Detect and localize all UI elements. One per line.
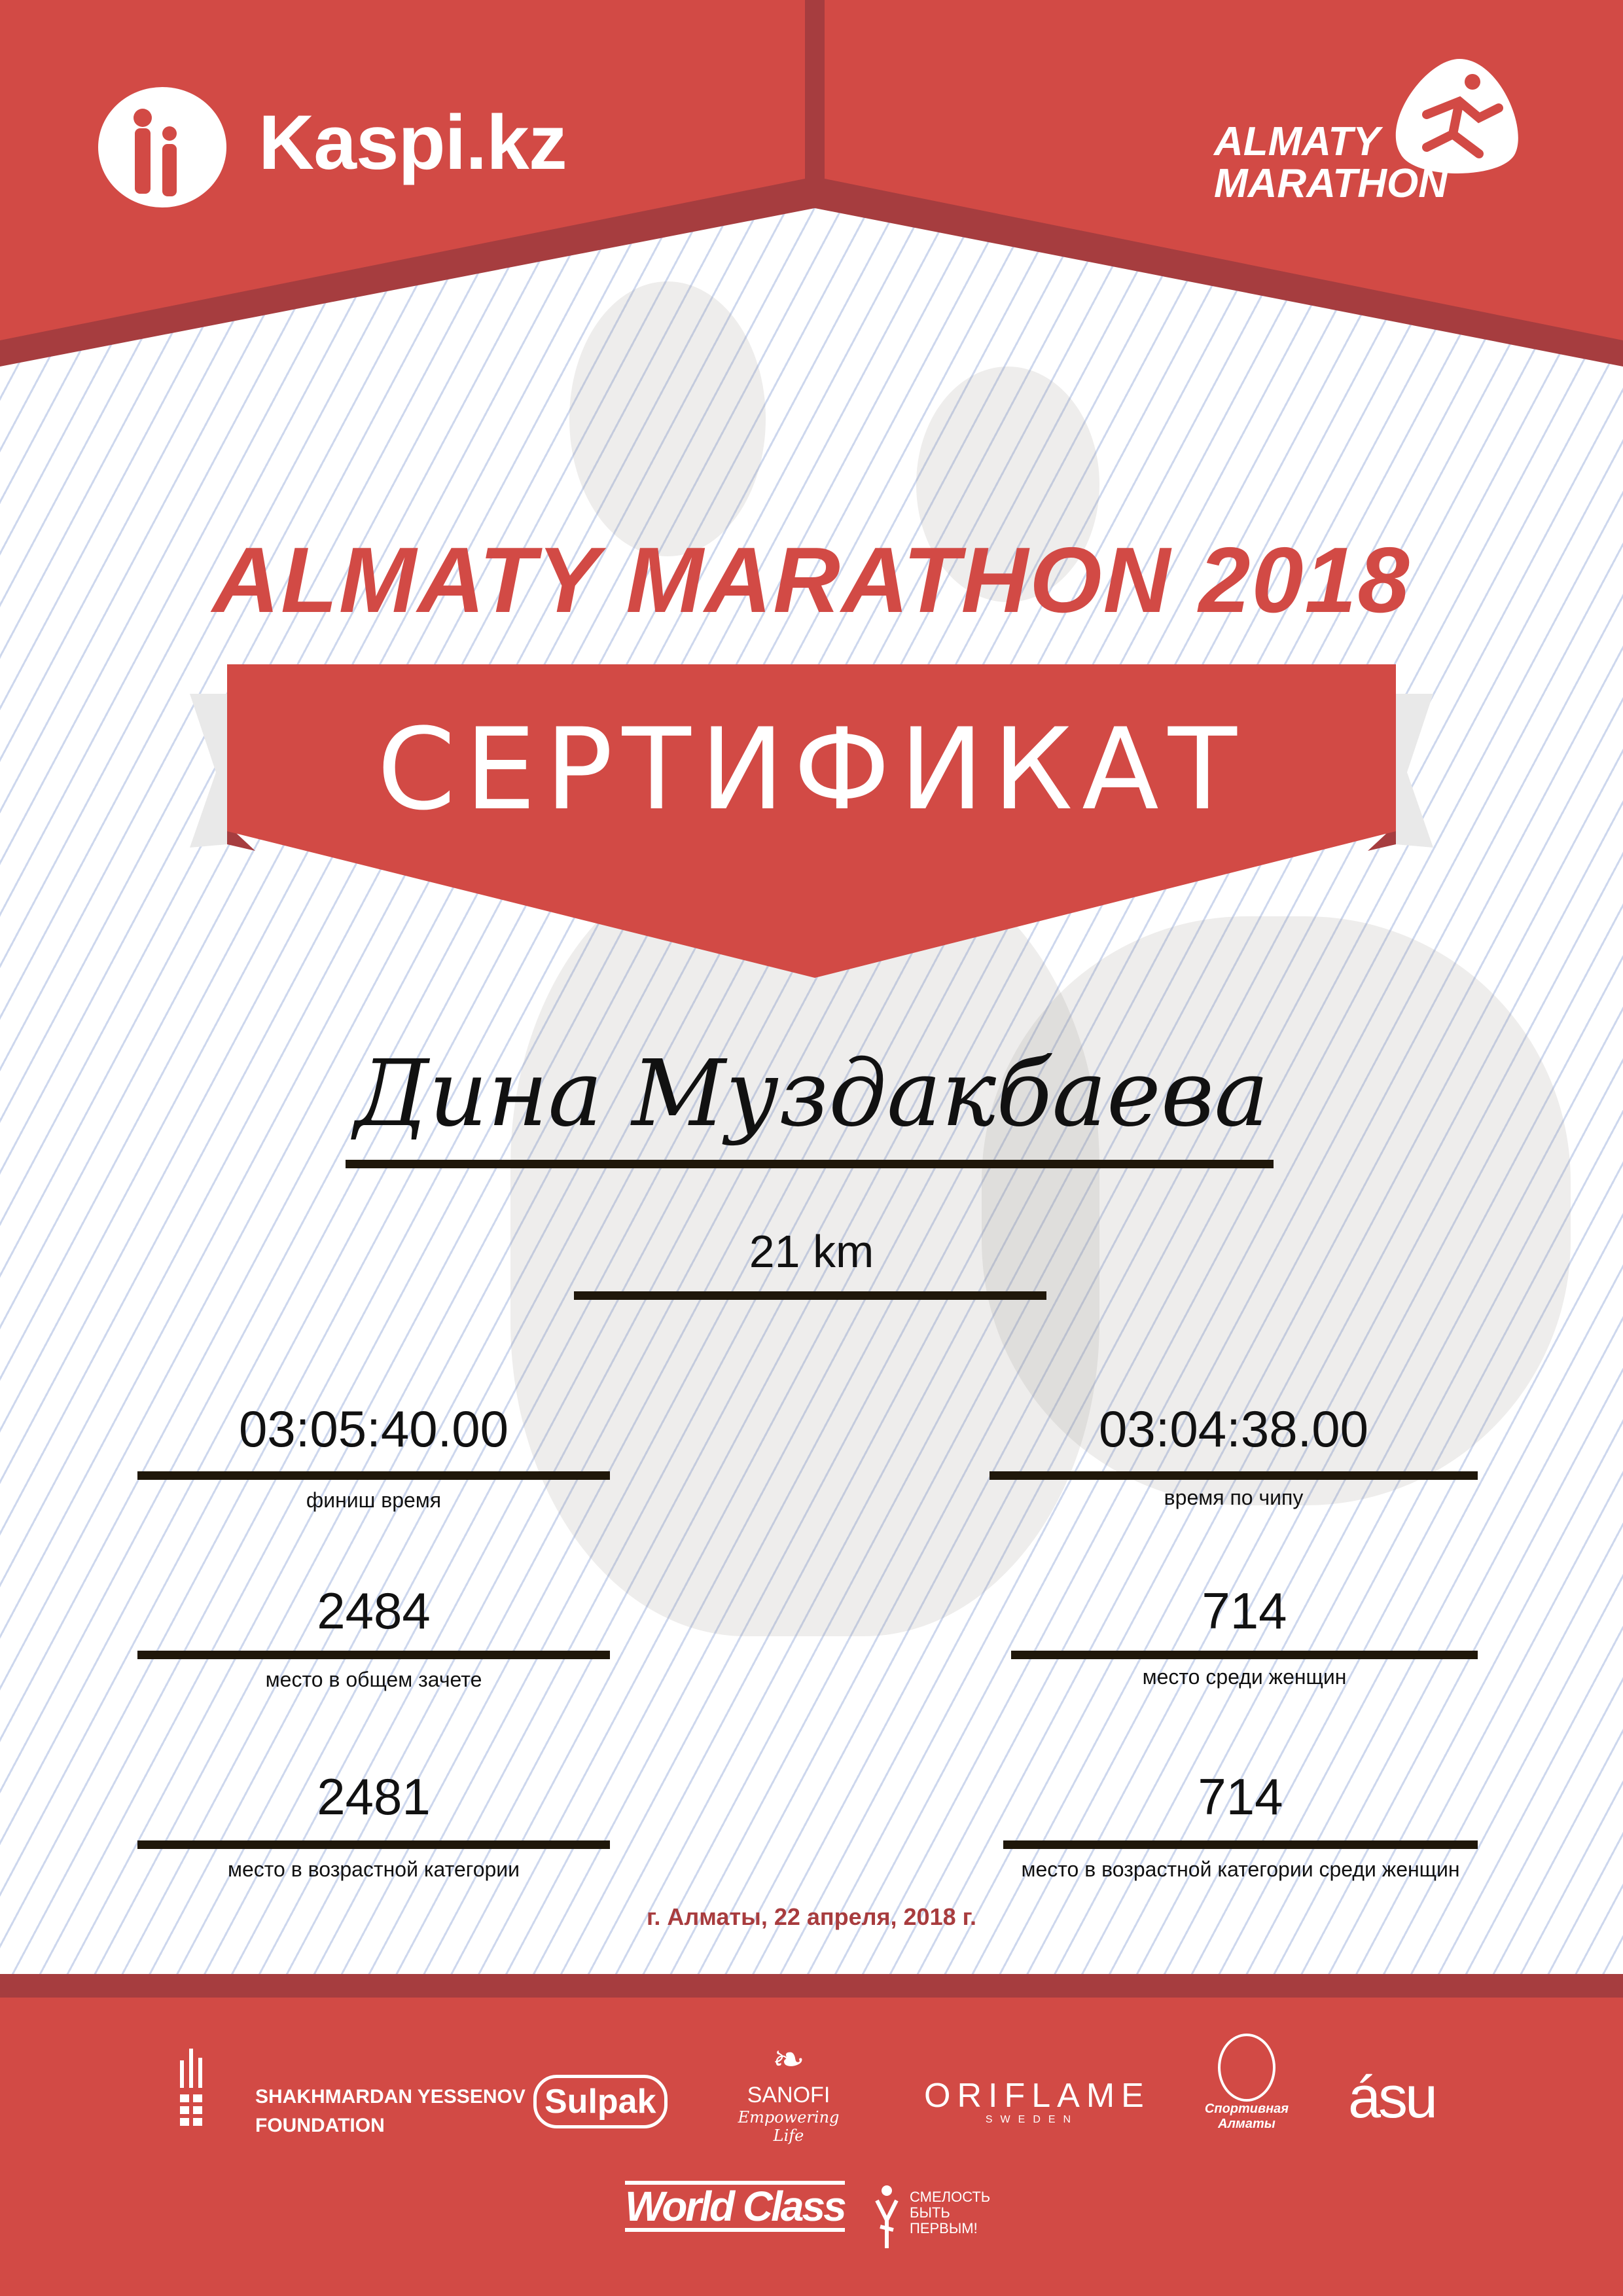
yessenov-foundation: FOUNDATION bbox=[255, 2115, 385, 2136]
age-category-place-value: 2481 bbox=[317, 1768, 431, 1825]
charity-runner-icon bbox=[875, 2185, 899, 2248]
result-underline bbox=[1003, 1840, 1478, 1849]
result-underline bbox=[1011, 1651, 1478, 1659]
finish-time-label: финиш время bbox=[306, 1488, 442, 1512]
almaty-marathon-logo: ALMATY MARATHON bbox=[1214, 121, 1448, 205]
sponsors-footer: SHAKHMARDAN YESSENOV FOUNDATION Sulpak ❧… bbox=[0, 1998, 1623, 2296]
sanofi-bird-icon: ❧ bbox=[772, 2037, 806, 2081]
chip-time-value: 03:04:38.00 bbox=[1098, 1400, 1369, 1458]
distance: 21 km bbox=[749, 1226, 874, 1277]
event-title: ALMATY MARATHON 2018 bbox=[212, 528, 1411, 632]
background-runner-image bbox=[916, 367, 1099, 602]
background-runner-image bbox=[982, 916, 1571, 1505]
fund-line-3: ПЕРВЫМ! bbox=[910, 2220, 978, 2236]
asu-logo: ásu bbox=[1348, 2065, 1438, 2130]
sport-almaty-name: Спортивная Алматы bbox=[1204, 2102, 1289, 2131]
fund-line-2: БЫТЬ bbox=[910, 2204, 950, 2221]
oriflame-sub: SWEDEN bbox=[985, 2114, 1079, 2125]
result-underline bbox=[137, 1651, 610, 1659]
sanofi-logo: ❧ SANOFI Empowering Life bbox=[726, 2037, 851, 2145]
result-underline bbox=[990, 1471, 1478, 1480]
sport-almaty-logo: Спортивная Алматы bbox=[1198, 2034, 1296, 2132]
sanofi-tagline: Empowering Life bbox=[738, 2108, 840, 2145]
yessenov-bars-icon bbox=[180, 2049, 202, 2126]
chip-time-label: время по чипу bbox=[1164, 1486, 1304, 1509]
logo-line-2: MARATHON bbox=[1214, 161, 1448, 206]
sanofi-name: SANOFI bbox=[747, 2083, 830, 2108]
oriflame-name: ORIFLAME bbox=[924, 2077, 1150, 2115]
logo-line-1: ALMATY bbox=[1214, 119, 1380, 164]
fund-line-1: СМЕЛОСТЬ bbox=[910, 2189, 991, 2205]
sulpak-logo: Sulpak bbox=[533, 2075, 668, 2128]
overall-place-value: 2484 bbox=[317, 1582, 431, 1640]
finish-time-value: 03:05:40.00 bbox=[238, 1400, 509, 1458]
yessenov-name: SHAKHMARDAN YESSENOV bbox=[255, 2086, 526, 2108]
almaty-marathon-logo-icon bbox=[1395, 59, 1518, 173]
certificate-heading: СЕРТИФИКАТ bbox=[377, 704, 1246, 835]
age-category-place-label: место в возрастной категории bbox=[227, 1857, 520, 1881]
sport-almaty-emblem-icon bbox=[1218, 2034, 1275, 2102]
result-underline bbox=[137, 1840, 610, 1849]
header-chevron bbox=[0, 0, 1623, 367]
women-place-label: место среди женщин bbox=[1142, 1665, 1347, 1689]
name-underline bbox=[346, 1160, 1274, 1168]
women-age-category-place-value: 714 bbox=[1198, 1768, 1283, 1825]
certificate-banner bbox=[190, 664, 1433, 978]
background-runner-image bbox=[510, 851, 1099, 1636]
result-underline bbox=[137, 1471, 610, 1480]
women-place-value: 714 bbox=[1202, 1582, 1287, 1640]
participant-name: Дина Муздакбаева bbox=[354, 1041, 1269, 1147]
world-class-logo: World Class bbox=[625, 2181, 847, 2232]
kaspi-logo: Kaspi.kz bbox=[259, 99, 567, 186]
distance-underline bbox=[574, 1291, 1046, 1300]
certificate-date: г. Алматы, 22 апреля, 2018 г. bbox=[647, 1903, 976, 1930]
women-age-category-place-label: место в возрастной категории среди женщи… bbox=[1021, 1857, 1460, 1881]
footer-stripe bbox=[0, 1974, 1623, 2000]
background-runner-image bbox=[569, 281, 766, 556]
overall-place-label: место в общем зачете bbox=[265, 1668, 482, 1691]
kaspi-logo-icon bbox=[98, 87, 226, 207]
oriflame-logo: ORIFLAME SWEDEN bbox=[924, 2077, 1150, 2126]
